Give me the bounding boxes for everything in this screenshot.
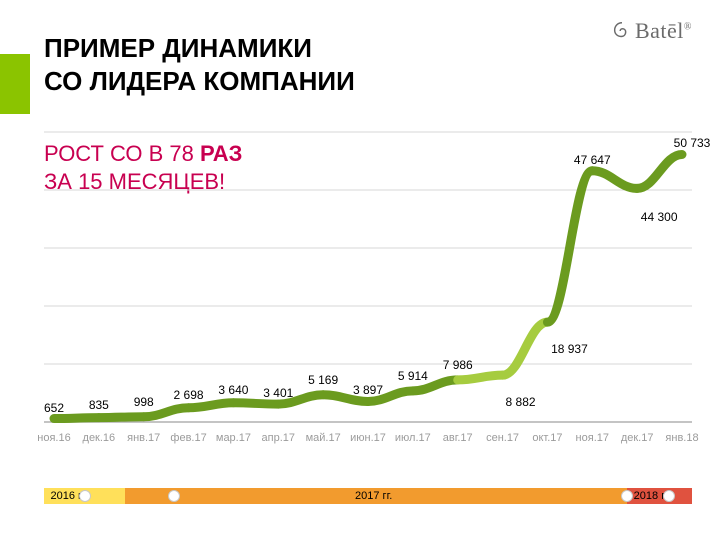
x-tick-label: ноя.16: [37, 432, 70, 444]
value-label: 652: [44, 401, 64, 415]
value-label: 50 733: [674, 136, 711, 150]
x-tick-label: ноя.17: [576, 432, 609, 444]
title-line2: СО ЛИДЕРА КОМПАНИИ: [44, 65, 355, 98]
value-labels: 652 835 998 2 698 3 640 3 401 5 169 3 897 5 914 7…: [44, 124, 692, 454]
timeline-label: 2017 гг.: [355, 488, 392, 504]
value-label: 47 647: [574, 153, 611, 167]
title-line1: ПРИМЕР ДИНАМИКИ: [44, 32, 355, 65]
x-tick-label: июл.17: [395, 432, 431, 444]
chart: 652 835 998 2 698 3 640 3 401 5 169 3 897 5 914 7…: [44, 124, 692, 454]
value-label: 3 897: [353, 383, 383, 397]
value-label: 7 986: [443, 358, 473, 372]
value-label: 3 401: [263, 386, 293, 400]
timeline-marker: [621, 490, 633, 502]
value-label: 835: [89, 398, 109, 412]
value-label: 5 914: [398, 369, 428, 383]
x-tick-label: фев.17: [170, 432, 206, 444]
x-tick-label: дек.17: [621, 432, 654, 444]
x-tick-label: мар.17: [216, 432, 251, 444]
x-tick-label: май.17: [306, 432, 341, 444]
logo-swirl-icon: [611, 20, 633, 42]
value-label: 3 640: [218, 383, 248, 397]
value-label: 998: [134, 395, 154, 409]
timeline-marker: [168, 490, 180, 502]
x-tick-label: авг.17: [443, 432, 473, 444]
x-tick-label: сен.17: [486, 432, 519, 444]
slide-root: Batēl® ПРИМЕР ДИНАМИКИ СО ЛИДЕРА КОМПАНИ…: [0, 0, 720, 540]
x-tick-label: дек.16: [83, 432, 116, 444]
value-label: 18 937: [551, 342, 588, 356]
brand-logo: Batēl®: [611, 18, 692, 44]
timeline: 2016 гг.2017 гг.2018 гг.: [44, 488, 692, 516]
value-label: 44 300: [641, 210, 678, 224]
timeline-marker: [79, 490, 91, 502]
logo-text: Batēl: [635, 18, 684, 43]
accent-bar: [0, 54, 30, 114]
x-tick-label: апр.17: [262, 432, 295, 444]
page-title: ПРИМЕР ДИНАМИКИ СО ЛИДЕРА КОМПАНИИ: [44, 32, 355, 97]
x-tick-label: янв.17: [127, 432, 160, 444]
logo-reg: ®: [684, 22, 692, 33]
x-tick-label: янв.18: [665, 432, 698, 444]
x-tick-label: окт.17: [532, 432, 562, 444]
value-label: 8 882: [506, 395, 536, 409]
value-label: 2 698: [174, 388, 204, 402]
x-tick-label: июн.17: [350, 432, 386, 444]
timeline-marker: [663, 490, 675, 502]
value-label: 5 169: [308, 373, 338, 387]
